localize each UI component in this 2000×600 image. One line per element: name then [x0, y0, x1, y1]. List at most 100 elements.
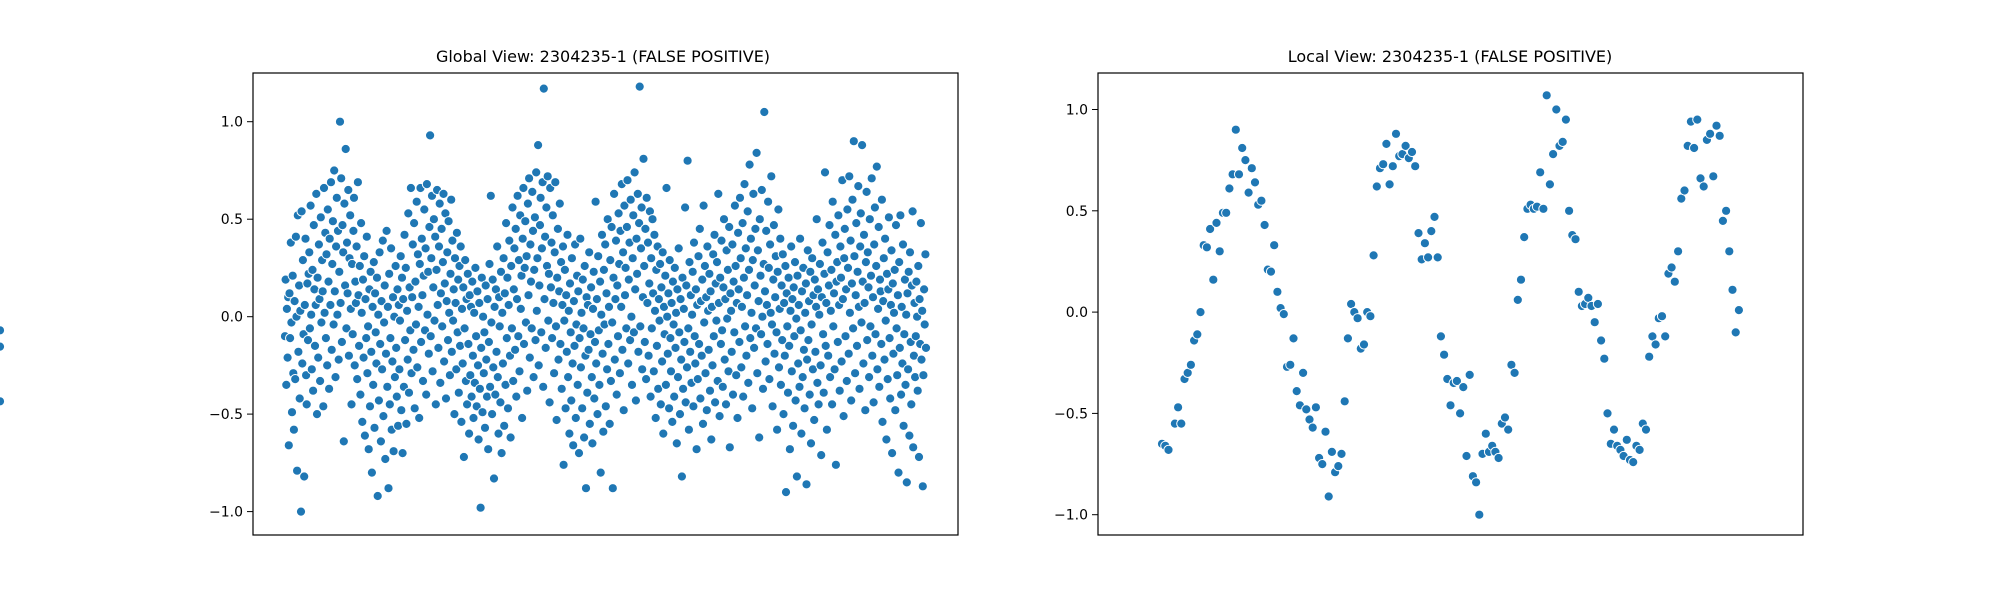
- global-view-point: [760, 356, 771, 367]
- global-view-point: [866, 173, 877, 184]
- global-view-point: [402, 354, 413, 365]
- global-view-point: [320, 333, 331, 344]
- global-view-point: [441, 296, 452, 307]
- global-view-point: [338, 247, 349, 258]
- local-view-point: [1432, 252, 1443, 263]
- global-view-point: [641, 374, 652, 385]
- global-view-point: [632, 188, 643, 199]
- global-view-point: [294, 393, 305, 404]
- global-view-point: [547, 210, 558, 221]
- global-view-point: [732, 412, 743, 424]
- global-view-point: [633, 346, 644, 357]
- local-view-y-tick-label: 0.5: [1066, 204, 1088, 220]
- global-view-point: [711, 315, 722, 326]
- global-view-point: [370, 327, 381, 338]
- global-view-point: [780, 260, 791, 272]
- global-view-point: [382, 381, 393, 392]
- global-view-point: [550, 177, 561, 188]
- global-view-point: [577, 403, 588, 414]
- global-view-point: [736, 362, 747, 373]
- global-view-point: [793, 358, 804, 369]
- global-view-y-tick-label: 1.0: [221, 115, 243, 131]
- global-view-point: [727, 239, 738, 250]
- global-view-point: [362, 368, 373, 379]
- global-view-point: [616, 301, 627, 312]
- global-view-point: [457, 358, 468, 369]
- global-view-point: [354, 340, 365, 351]
- global-view-point: [844, 307, 856, 318]
- local-view-point: [1201, 242, 1213, 253]
- global-view-point: [796, 428, 807, 439]
- global-view-point: [309, 284, 320, 295]
- global-view-point: [752, 368, 763, 379]
- local-view-point: [1419, 238, 1431, 249]
- global-view-point: [606, 221, 617, 233]
- global-view-point: [837, 294, 849, 305]
- global-view-point: [653, 294, 665, 305]
- global-view-point: [811, 214, 822, 225]
- global-view-point: [517, 233, 528, 244]
- global-view-point: [552, 272, 563, 283]
- global-view-point: [462, 268, 473, 279]
- global-view-point: [681, 362, 693, 373]
- global-view-point: [475, 502, 486, 513]
- global-view-point: [566, 253, 578, 264]
- global-view-point: [503, 299, 514, 311]
- global-view-point: [715, 272, 726, 283]
- global-view-point: [402, 305, 413, 316]
- global-view-point: [515, 303, 526, 314]
- global-view-point: [286, 407, 298, 418]
- global-view-point: [839, 223, 850, 234]
- global-view-point: [605, 375, 617, 387]
- global-view-point: [685, 346, 696, 357]
- global-view-point: [818, 387, 829, 398]
- global-view-point: [897, 239, 909, 250]
- global-view-point: [550, 321, 562, 332]
- global-view-point: [621, 221, 633, 233]
- local-view-y-tick-label: −1.0: [1054, 508, 1088, 524]
- global-view-point: [756, 329, 767, 340]
- global-view-point: [519, 262, 530, 273]
- global-view-point: [328, 319, 339, 330]
- global-view-point: [605, 255, 616, 266]
- global-view-point: [578, 323, 589, 334]
- local-view-plot-frame: [1097, 72, 1804, 536]
- global-view-point: [363, 444, 374, 455]
- local-view-point: [1666, 262, 1677, 273]
- global-view-point: [397, 448, 408, 459]
- global-view-point: [646, 253, 657, 264]
- global-view-point: [313, 352, 324, 363]
- global-view-point: [526, 323, 537, 334]
- global-view-point: [414, 412, 425, 424]
- global-view-point: [906, 399, 917, 410]
- global-view-point: [601, 288, 612, 299]
- global-view-point: [844, 171, 855, 182]
- global-view-point: [820, 340, 831, 351]
- global-view-point: [573, 448, 585, 459]
- global-view-point: [445, 268, 456, 279]
- global-view-point: [377, 364, 388, 375]
- global-view-point: [902, 288, 913, 299]
- global-view-point: [330, 372, 341, 383]
- global-view-point: [538, 381, 549, 392]
- global-view-point: [367, 301, 378, 312]
- global-view-point: [919, 319, 930, 330]
- global-view-point: [669, 262, 680, 273]
- local-view-point: [1333, 461, 1344, 472]
- global-view-point: [557, 299, 568, 311]
- global-view-point: [357, 274, 369, 285]
- local-view-point: [1634, 444, 1645, 455]
- local-view-point: [1673, 246, 1684, 257]
- global-view-point: [750, 223, 761, 234]
- global-view-point: [297, 255, 308, 266]
- global-view-point: [733, 284, 744, 295]
- global-view-point: [887, 278, 898, 289]
- global-view-point: [481, 354, 492, 365]
- global-view-point: [674, 327, 685, 338]
- global-view-point: [482, 294, 493, 305]
- global-view-point: [756, 184, 767, 196]
- local-view-point: [1708, 171, 1719, 182]
- global-view-point: [887, 448, 898, 459]
- global-view-point: [783, 272, 794, 283]
- global-view-point: [410, 319, 422, 330]
